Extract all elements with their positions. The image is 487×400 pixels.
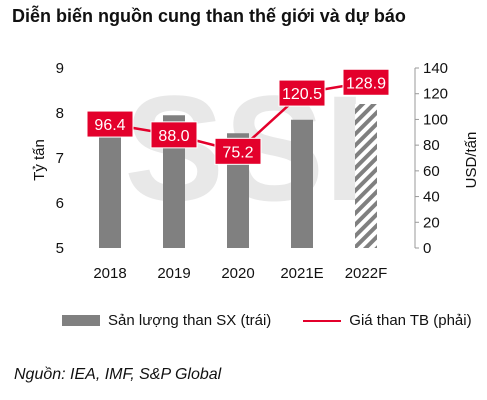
legend-label-production: Sản lượng than SX (trái) [108, 312, 272, 329]
line-series: 96.4 88.0 75.2 120.5 128.9 [86, 68, 390, 165]
legend-item-production: Sản lượng than SX (trái) [62, 312, 271, 329]
legend-swatch-bar [62, 315, 100, 326]
data-label-box [214, 137, 262, 165]
y-right-tick-label: 120 [423, 86, 448, 103]
y-right-tick-label: 20 [423, 214, 440, 231]
x-tick-label: 2021E [280, 265, 323, 282]
left-axis: 5 6 7 8 9 [56, 60, 64, 257]
x-tick-label: 2022F [345, 265, 388, 282]
legend-item-price: Giá than TB (phải) [303, 312, 472, 329]
y-right-tick-label: 0 [423, 240, 431, 257]
x-tick-label: 2018 [93, 265, 126, 282]
data-label: 88.0 [158, 128, 189, 145]
bar [99, 117, 121, 248]
data-label-box [342, 68, 390, 96]
data-label-box [86, 110, 134, 138]
legend-label-price: Giá than TB (phải) [349, 312, 472, 329]
source-note: Nguồn: IEA, IMF, S&P Global [14, 366, 222, 383]
data-label: 128.9 [346, 75, 386, 92]
y-right-tick-label: 100 [423, 111, 448, 128]
x-tick-label: 2020 [221, 265, 254, 282]
data-label: 75.2 [222, 144, 253, 161]
x-tick-label: 2019 [157, 265, 190, 282]
y-left-tick-label: 8 [56, 105, 64, 122]
legend-swatch-line [303, 319, 342, 322]
y-right-tick-label: 40 [423, 189, 440, 206]
legend: Sản lượng than SX (trái) Giá than TB (ph… [62, 312, 472, 329]
bar [163, 115, 185, 248]
bar [291, 119, 313, 248]
y-right-tick-label: 140 [423, 60, 448, 77]
y-left-tick-label: 5 [56, 240, 64, 257]
y-axis-right-label: USD/tấn [463, 132, 480, 189]
y-right-tick-label: 60 [423, 163, 440, 180]
y-left-tick-label: 6 [56, 195, 64, 212]
data-label: 120.5 [282, 86, 322, 103]
right-axis: 0 20 40 60 80 100 120 140 [414, 60, 448, 257]
bar [355, 104, 377, 248]
x-axis: 2018 2019 2020 2021E 2022F [93, 265, 387, 282]
data-label-box [278, 79, 326, 107]
y-left-tick-label: 7 [56, 150, 64, 167]
data-label: 96.4 [94, 117, 125, 134]
data-label-box [150, 121, 198, 149]
y-right-tick-label: 80 [423, 137, 440, 154]
chart-title: Diễn biến nguồn cung than thế giới và dự… [12, 6, 406, 26]
y-axis-left-label: Tỷ tấn [31, 139, 48, 181]
y-left-tick-label: 9 [56, 60, 64, 77]
